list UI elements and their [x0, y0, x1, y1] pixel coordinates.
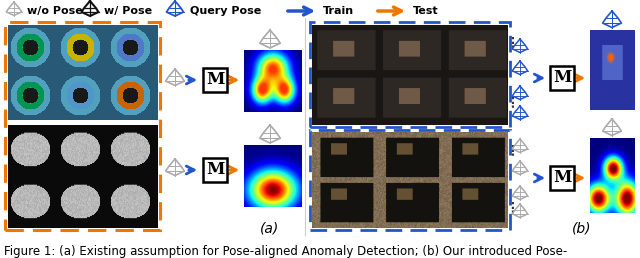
Bar [203, 68, 227, 92]
Text: ...: ... [504, 198, 516, 212]
Bar [550, 166, 574, 190]
Text: w/ Pose: w/ Pose [104, 6, 152, 16]
Text: w/o Pose: w/o Pose [27, 6, 83, 16]
Text: M: M [206, 162, 224, 179]
Text: ...: ... [504, 93, 516, 107]
Bar [203, 158, 227, 182]
Bar [310, 130, 510, 230]
Bar [550, 66, 574, 90]
Text: ...: ... [504, 33, 516, 47]
Text: Figure 1: (a) Existing assumption for Pose-aligned Anomaly Detection; (b) Our in: Figure 1: (a) Existing assumption for Po… [4, 245, 567, 257]
Text: (a): (a) [260, 221, 280, 235]
Text: M: M [206, 71, 224, 88]
Text: Query Pose: Query Pose [190, 6, 261, 16]
Text: M: M [553, 69, 571, 86]
Text: Test: Test [413, 6, 438, 16]
Text: ...: ... [504, 141, 516, 155]
Bar [5, 22, 160, 230]
Bar [310, 22, 510, 127]
Text: Train: Train [323, 6, 354, 16]
Text: M: M [553, 170, 571, 187]
Text: (b): (b) [572, 221, 592, 235]
